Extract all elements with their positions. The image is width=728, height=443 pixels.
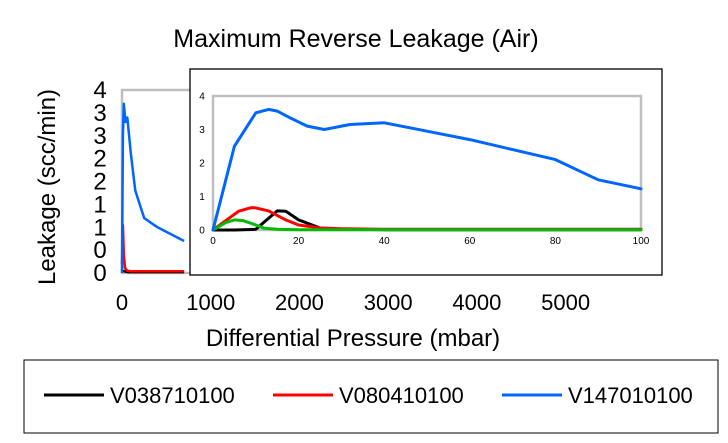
main-series-group [120, 102, 185, 274]
legend-box [23, 359, 719, 434]
legend-item: V080410100 [273, 383, 464, 408]
main-y-tick-label: 0 [93, 260, 106, 287]
inset-y-tick-label: 4 [199, 92, 205, 103]
main-y-tick-label: 3 [93, 123, 106, 150]
main-x-tick-label: 1000 [186, 290, 235, 315]
legend-item: V038710100 [44, 383, 235, 408]
legend-label: V080410100 [339, 383, 464, 408]
main-series-line-3 [120, 102, 185, 274]
legend-label: V147010100 [568, 383, 693, 408]
main-y-tick-label: 1 [93, 214, 106, 241]
main-y-tick-label: 3 [93, 100, 106, 127]
inset-x-tick-label: 80 [550, 236, 562, 247]
legend: V038710100 V080410100 V147010100 [44, 383, 693, 408]
inset-y-tick-label: 3 [199, 125, 205, 136]
main-x-tick-labels: 0 1000 2000 3000 4000 5000 [116, 290, 590, 315]
inset-x-tick-label: 40 [379, 236, 391, 247]
main-series-line-2 [120, 223, 185, 273]
chart-title: Maximum Reverse Leakage (Air) [173, 25, 538, 53]
inset-series-line-4 [211, 107, 643, 232]
inset-x-tick-label: 20 [293, 236, 305, 247]
main-y-tick-label: 4 [93, 77, 106, 104]
inset-y-tick-label: 0 [199, 226, 205, 237]
main-x-tick-label: 0 [116, 290, 128, 315]
inset-y-tick-label: 1 [199, 192, 205, 203]
main-y-tick-label: 2 [93, 146, 106, 173]
inset-y-tick-labels: 0 1 2 3 4 [199, 92, 205, 237]
main-y-tick-label: 1 [93, 191, 106, 218]
main-y-tick-label: 2 [93, 169, 106, 196]
inset-panel [189, 68, 663, 276]
main-x-tick-label: 3000 [364, 290, 413, 315]
main-y-tick-label: 0 [93, 237, 106, 264]
inset-y-tick-label: 2 [199, 159, 205, 170]
legend-label: V038710100 [110, 383, 235, 408]
y-axis-label: Leakage (scc/min) [34, 89, 61, 285]
inset-x-tick-label: 60 [464, 236, 476, 247]
main-plot-frame [120, 88, 194, 275]
main-x-tick-label: 2000 [275, 290, 324, 315]
inset-x-tick-label: 0 [210, 236, 216, 247]
x-axis-label: Differential Pressure (mbar) [206, 325, 500, 352]
inset-x-tick-labels: 0 20 40 60 80 100 [210, 236, 650, 247]
legend-item: V147010100 [502, 383, 693, 408]
inset-series-line-3 [211, 218, 643, 232]
main-x-tick-label: 5000 [541, 290, 590, 315]
inset-x-tick-label: 100 [633, 236, 650, 247]
inset-series-group [211, 107, 643, 232]
main-x-tick-label: 4000 [452, 290, 501, 315]
